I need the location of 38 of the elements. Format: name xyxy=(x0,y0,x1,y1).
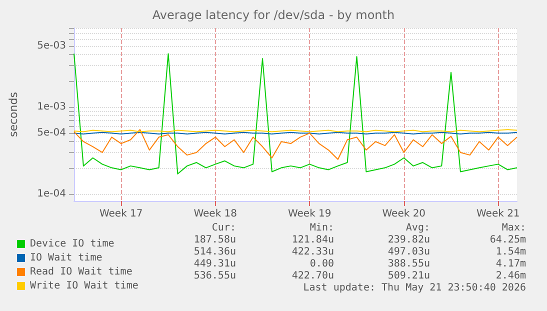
text: 514.36u xyxy=(194,246,236,258)
legend-label: IO Wait time xyxy=(30,252,102,264)
text: 422.70u xyxy=(292,270,334,282)
x-tick-label: Week 19 xyxy=(288,208,332,220)
text: 187.58u xyxy=(194,234,236,246)
text: 64.25m xyxy=(490,234,526,246)
line-series xyxy=(74,53,518,174)
y-tick-label: 1e-04 xyxy=(37,188,66,200)
text: Avg: xyxy=(406,222,430,234)
legend-label: Write IO Wait time xyxy=(30,280,138,292)
text: Last update: Thu May 21 23:50:40 2026 xyxy=(303,282,526,294)
chart-title: Average latency for /dev/sda - by month xyxy=(152,8,395,22)
text: Min: xyxy=(310,222,334,234)
text: 239.82u xyxy=(388,234,430,246)
text: 2.46m xyxy=(496,270,526,282)
text: 1.54m xyxy=(496,246,526,258)
text: 536.55u xyxy=(194,270,236,282)
x-tick-label: Week 21 xyxy=(476,208,520,220)
y-tick-label: 5e-04 xyxy=(37,128,66,139)
text: 388.55u xyxy=(388,258,430,270)
text: Cur: xyxy=(212,222,236,234)
text: Max: xyxy=(502,222,526,234)
legend-label: Device IO time xyxy=(30,238,114,250)
text: 121.84u xyxy=(292,234,334,246)
y-tick-label: 5e-03 xyxy=(37,40,66,52)
line-series xyxy=(74,129,518,160)
text: 4.17m xyxy=(496,258,526,270)
x-tick-label: Week 20 xyxy=(382,208,426,220)
text: 422.33u xyxy=(292,246,334,258)
text: 449.31u xyxy=(194,258,236,270)
y-tick-label: 1e-03 xyxy=(37,102,66,112)
x-tick-label: Week 18 xyxy=(194,208,238,220)
text: 0.00 xyxy=(310,258,334,270)
y-axis-title: seconds xyxy=(7,92,20,137)
x-tick-label: Week 17 xyxy=(99,208,143,220)
text: 509.21u xyxy=(388,270,430,282)
text: 497.03u xyxy=(388,246,430,258)
legend-label: Read IO Wait time xyxy=(30,266,132,278)
